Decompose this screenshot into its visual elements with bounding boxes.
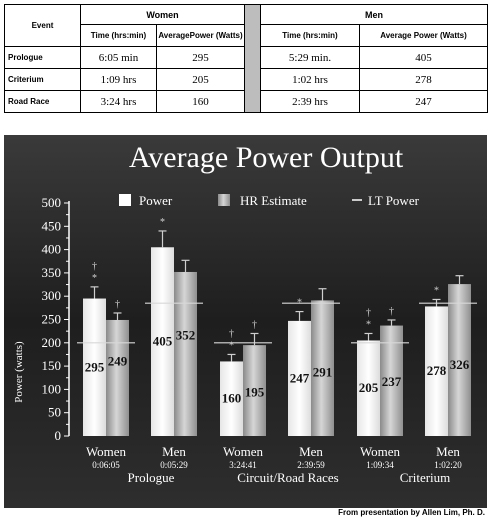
bar-hr-estimate xyxy=(380,325,403,436)
men-time-cell: 1:02 hrs xyxy=(260,68,360,91)
bar-power xyxy=(83,298,106,436)
legend-power-swatch xyxy=(119,194,131,206)
significance-mark: † xyxy=(229,328,234,339)
y-tick-label: 300 xyxy=(42,288,62,303)
chart-svg: Average Power Output Power HR Estimate L… xyxy=(4,135,487,508)
men-power-cell: 278 xyxy=(359,68,488,91)
data-label-power: 295 xyxy=(85,359,105,374)
event-header: Event xyxy=(4,4,81,47)
significance-mark: † xyxy=(389,306,394,317)
women-time-cell: 1:09 hrs xyxy=(80,68,157,91)
legend: Power HR Estimate LT Power xyxy=(119,193,420,208)
x-tick-label-sex: Women xyxy=(360,444,401,459)
x-tick-label-time: 0:06:05 xyxy=(92,460,120,470)
bar-hr-estimate xyxy=(243,345,266,436)
x-group-label: Criterium xyxy=(400,470,451,485)
data-label-power: 405 xyxy=(153,334,173,349)
x-group-label: Circuit/Road Races xyxy=(237,470,338,485)
significance-mark: * xyxy=(229,340,234,351)
significance-mark: * xyxy=(160,217,165,228)
x-tick-label-time: 1:09:34 xyxy=(366,460,394,470)
significance-mark: * xyxy=(434,285,439,296)
men-time-header: Time (hrs:min) xyxy=(260,24,360,47)
significance-mark: * xyxy=(92,273,97,284)
y-tick-label: 250 xyxy=(42,312,62,327)
y-tick-label: 150 xyxy=(42,358,62,373)
significance-mark: * xyxy=(297,298,302,309)
x-tick-label-sex: Men xyxy=(436,444,460,459)
legend-lt-label: LT Power xyxy=(368,193,420,208)
data-label-power: 247 xyxy=(290,370,310,385)
x-tick-label-time: 0:05:29 xyxy=(160,460,188,470)
legend-power-label: Power xyxy=(139,193,173,208)
credit-text: From presentation by Allen Lim, Ph. D. xyxy=(338,508,485,517)
x-tick-label-time: 1:02:20 xyxy=(434,460,462,470)
y-tick-label: 450 xyxy=(42,218,62,233)
bar-power xyxy=(425,306,448,436)
significance-mark: † xyxy=(252,319,257,330)
women-power-cell: 160 xyxy=(156,90,245,113)
women-time-cell: 3:24 hrs xyxy=(80,90,157,113)
chart-title: Average Power Output xyxy=(129,141,404,174)
table-gap xyxy=(244,4,261,113)
women-power-cell: 205 xyxy=(156,68,245,91)
data-label-hr: 326 xyxy=(450,357,470,372)
bar-hr-estimate xyxy=(448,284,471,436)
men-header: Men xyxy=(260,4,488,25)
y-tick-label: 400 xyxy=(42,242,62,257)
results-table: Event Women Men Time (hrs:min) AveragePo… xyxy=(4,4,488,113)
data-label-hr: 195 xyxy=(245,385,265,400)
y-tick-label: 200 xyxy=(42,335,62,350)
bar-power xyxy=(357,340,380,436)
men-time-cell: 5:29 min. xyxy=(260,46,360,69)
data-label-power: 160 xyxy=(222,391,242,406)
y-axis-label: Power (watts) xyxy=(13,341,25,403)
data-label-power: 278 xyxy=(427,363,447,378)
table-row: Road Race 3:24 hrs 160 2:39 hrs 247 xyxy=(4,90,488,113)
bar-hr-estimate xyxy=(311,300,334,436)
legend-hr-label: HR Estimate xyxy=(240,193,307,208)
y-tick-label: 0 xyxy=(55,428,62,443)
y-tick-label: 500 xyxy=(42,195,62,210)
men-power-cell: 405 xyxy=(359,46,488,69)
x-tick-label-sex: Men xyxy=(299,444,323,459)
x-tick-label-sex: Women xyxy=(86,444,127,459)
women-time-header: Time (hrs:min) xyxy=(80,24,157,47)
y-tick-label: 100 xyxy=(42,381,62,396)
men-power-header: Average Power (Watts) xyxy=(359,24,488,47)
women-power-cell: 295 xyxy=(156,46,245,69)
men-power-cell: 247 xyxy=(359,90,488,113)
women-time-cell: 6:05 min xyxy=(80,46,157,69)
y-tick-label: 50 xyxy=(48,405,61,420)
legend-hr-swatch xyxy=(218,194,230,206)
women-header: Women xyxy=(80,4,245,25)
bar-power xyxy=(220,361,243,436)
men-time-cell: 2:39 hrs xyxy=(260,90,360,113)
event-cell: Road Race xyxy=(4,90,81,113)
x-group-label: Prologue xyxy=(128,470,175,485)
bar-hr-estimate xyxy=(174,271,197,436)
bar-hr-estimate xyxy=(106,319,129,436)
x-tick-label-time: 3:24:41 xyxy=(229,460,257,470)
data-label-hr: 352 xyxy=(176,328,196,343)
data-label-power: 205 xyxy=(359,380,379,395)
event-cell: Criterium xyxy=(4,68,81,91)
bar-power xyxy=(288,320,311,436)
power-chart: Average Power Output Power HR Estimate L… xyxy=(4,135,487,508)
y-tick-label: 350 xyxy=(42,265,62,280)
women-power-header: AveragePower (Watts) xyxy=(156,24,245,47)
x-tick-label-time: 2:39:59 xyxy=(297,460,325,470)
data-label-hr: 237 xyxy=(382,374,402,389)
x-tick-label-sex: Women xyxy=(223,444,264,459)
data-label-hr: 291 xyxy=(313,364,333,379)
x-tick-label-sex: Men xyxy=(162,444,186,459)
data-label-hr: 249 xyxy=(108,353,128,368)
event-cell: Prologue xyxy=(4,46,81,69)
bar-power xyxy=(151,247,174,436)
significance-mark: † xyxy=(366,307,371,318)
significance-mark: * xyxy=(366,319,371,330)
significance-mark: † xyxy=(92,261,97,272)
significance-mark: † xyxy=(115,299,120,310)
